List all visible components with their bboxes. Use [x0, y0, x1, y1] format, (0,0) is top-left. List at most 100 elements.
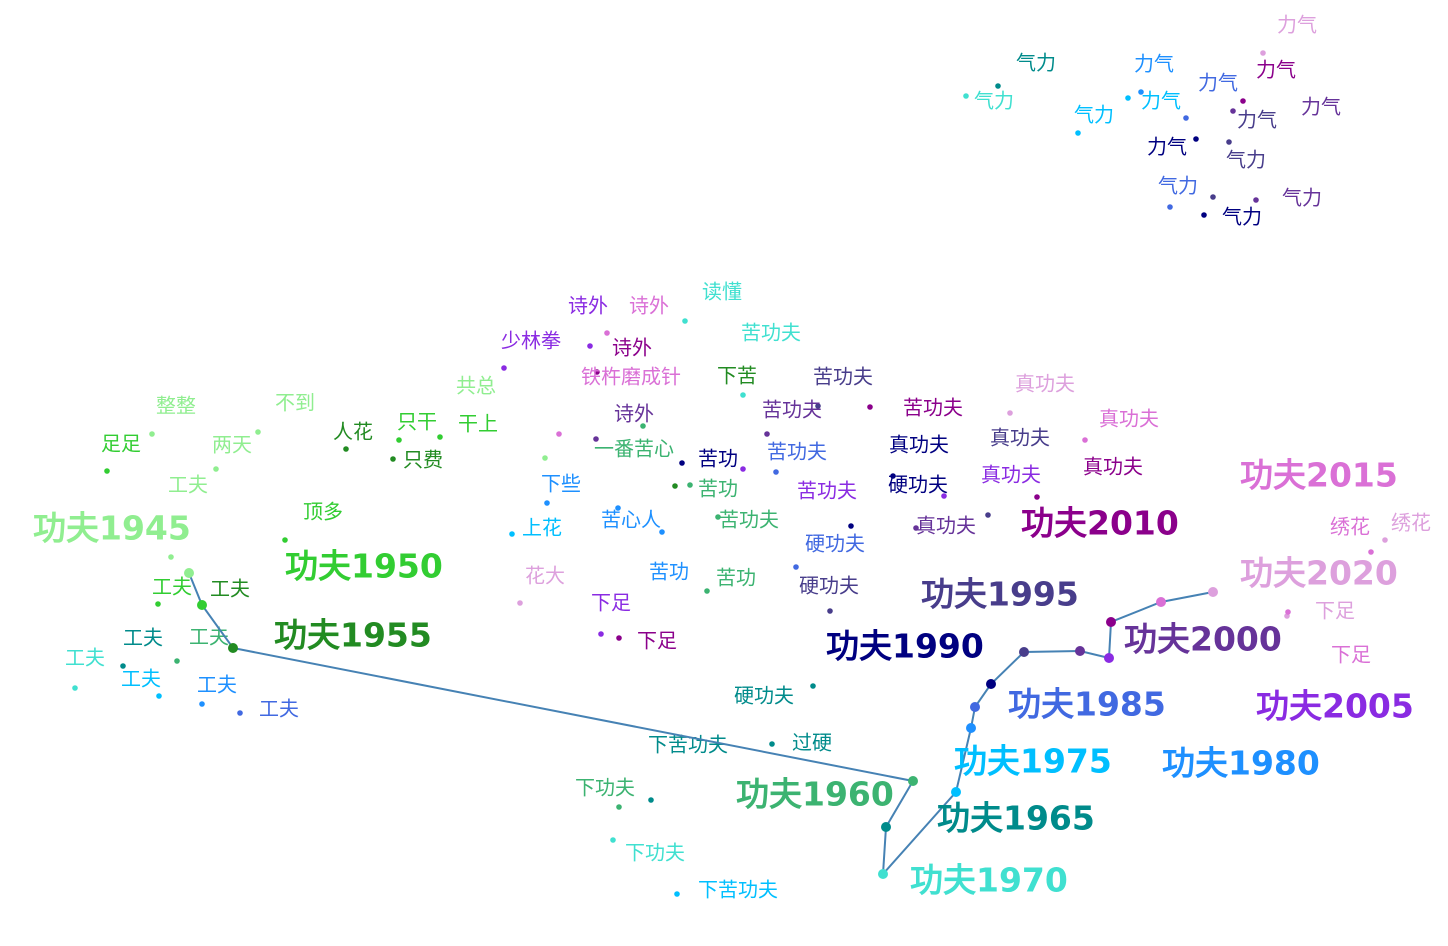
trajectory-layer — [184, 568, 1218, 879]
neighbor-point — [501, 365, 507, 371]
neighbor-label: 干上 — [458, 412, 498, 436]
trajectory-point — [1019, 647, 1029, 657]
year-label: 功夫1955 — [274, 616, 432, 655]
neighbor-point — [985, 512, 991, 518]
neighbor-label: 真功夫 — [889, 433, 949, 457]
neighbor-point — [390, 456, 396, 462]
neighbor-point — [509, 531, 515, 537]
neighbor-label: 力气 — [1141, 89, 1181, 113]
neighbor-label: 下些 — [541, 472, 581, 496]
neighbor-point — [255, 429, 261, 435]
trajectory-point — [1104, 653, 1114, 663]
trajectory-point — [197, 600, 207, 610]
year-label: 功夫2010 — [1021, 504, 1179, 543]
neighbor-label: 工夫 — [197, 673, 237, 697]
neighbor-point — [437, 434, 443, 440]
neighbor-point — [604, 330, 610, 336]
neighbor-point — [615, 505, 621, 511]
neighbor-label: 足足 — [101, 432, 141, 456]
neighbor-point — [773, 469, 779, 475]
trajectory-line — [188, 572, 1214, 877]
neighbor-point — [594, 369, 600, 375]
neighbor-point — [740, 392, 746, 398]
year-label: 功夫2020 — [1240, 554, 1398, 593]
neighbor-point — [827, 608, 833, 614]
neighbor-label: 下苦 — [717, 364, 757, 388]
neighbor-label: 只费 — [403, 448, 443, 472]
neighbor-label: 读懂 — [702, 280, 742, 304]
neighbor-label: 真功夫 — [981, 463, 1041, 487]
neighbor-label: 真功夫 — [990, 426, 1050, 450]
neighbor-label: 力气 — [1147, 135, 1187, 159]
neighbor-point — [155, 601, 161, 607]
neighbor-point — [1125, 95, 1131, 101]
neighbor-point — [199, 701, 205, 707]
trajectory-point — [951, 787, 961, 797]
neighbor-label: 苦功 — [716, 566, 756, 590]
trajectory-point — [966, 723, 976, 733]
neighbor-label: 只干 — [397, 410, 437, 434]
neighbor-point — [995, 83, 1001, 89]
neighbor-point — [769, 741, 775, 747]
neighbor-label: 工夫 — [121, 667, 161, 691]
neighbor-point — [704, 588, 710, 594]
year-label: 功夫2000 — [1124, 620, 1282, 659]
trajectory-point — [986, 679, 996, 689]
trajectory-point — [1208, 587, 1218, 597]
neighbor-label: 过硬 — [792, 731, 832, 755]
neighbor-point — [640, 423, 646, 429]
neighbor-point — [810, 683, 816, 689]
year-label: 功夫1945 — [33, 509, 191, 548]
trajectory-point — [1106, 617, 1116, 627]
neighbor-label: 力气 — [1256, 58, 1296, 82]
neighbor-label: 工夫 — [210, 577, 250, 601]
neighbor-point — [913, 525, 919, 531]
neighbor-point — [1138, 89, 1144, 95]
year-label: 功夫1970 — [910, 861, 1068, 900]
trajectory-point — [228, 643, 238, 653]
neighbor-point — [1075, 130, 1081, 136]
neighbor-point — [815, 403, 821, 409]
neighbor-label: 下足 — [1315, 599, 1355, 623]
neighbor-point — [174, 658, 180, 664]
neighbor-point — [544, 500, 550, 506]
neighbor-label: 力气 — [1301, 95, 1341, 119]
neighbor-label: 苦功 — [649, 560, 689, 584]
neighbor-point — [848, 523, 854, 529]
neighbor-label: 苦功夫 — [719, 508, 779, 532]
neighbor-point — [1082, 437, 1088, 443]
neighbor-point — [1226, 139, 1232, 145]
neighbor-point — [1230, 108, 1236, 114]
trajectory-point — [881, 822, 891, 832]
neighbor-label: 苦功夫 — [762, 398, 822, 422]
neighbor-point — [237, 710, 243, 716]
trajectory-point — [878, 869, 888, 879]
neighbor-point — [1253, 197, 1259, 203]
neighbor-label: 工夫 — [65, 646, 105, 670]
neighbor-point — [343, 446, 349, 452]
neighbor-label: 上花 — [522, 516, 562, 540]
neighbor-point — [72, 685, 78, 691]
neighbor-point — [542, 455, 548, 461]
neighbor-label: 苦功夫 — [903, 396, 963, 420]
neighbor-label: 工夫 — [259, 697, 299, 721]
year-label: 功夫1990 — [826, 627, 984, 666]
neighbor-point — [764, 431, 770, 437]
year-label: 功夫1960 — [736, 775, 894, 814]
neighbor-point — [120, 663, 126, 669]
neighbor-point — [517, 600, 523, 606]
neighbor-label: 下足 — [591, 591, 631, 615]
neighbor-label: 硬功夫 — [734, 684, 794, 708]
year-label: 功夫2015 — [1240, 456, 1398, 495]
neighbor-label: 硬功夫 — [805, 532, 865, 556]
neighbor-point — [659, 529, 665, 535]
neighbor-label: 顶多 — [303, 500, 343, 524]
neighbor-label: 气力 — [1016, 51, 1056, 75]
year-label-layer: 功夫1945 功夫1950 功夫1955 功夫1960 功夫1965 功夫1970 功夫19… — [33, 456, 1414, 900]
neighbor-point — [1034, 494, 1040, 500]
trajectory-point — [908, 776, 918, 786]
neighbor-label: 工夫 — [152, 575, 192, 599]
neighbor-label: 少林拳 — [501, 329, 561, 353]
neighbor-label: 真功夫 — [1099, 407, 1159, 431]
